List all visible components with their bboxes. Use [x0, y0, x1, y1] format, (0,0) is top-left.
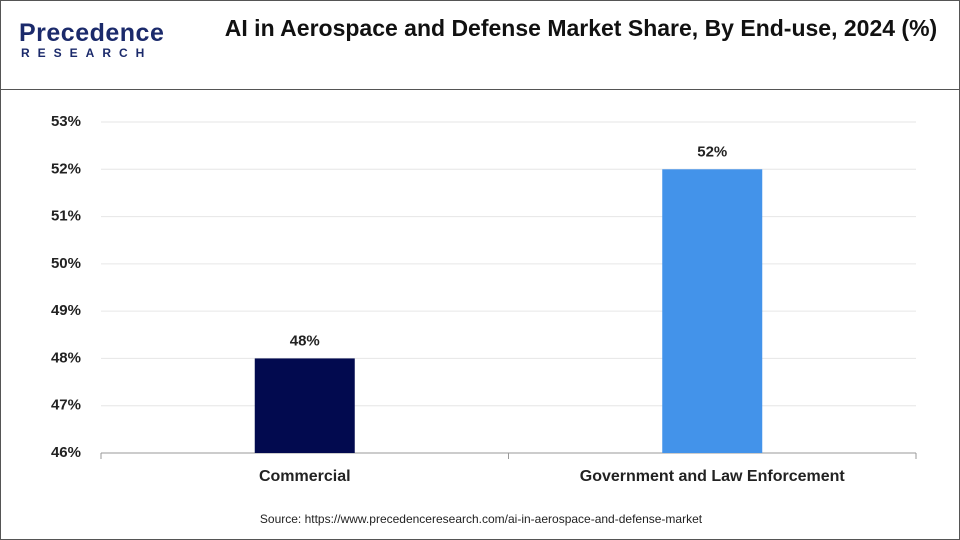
y-tick-label: 52% [51, 160, 81, 177]
y-tick-label: 53% [51, 113, 81, 130]
y-tick-label: 48% [51, 349, 81, 366]
x-tick-label: Government and Law Enforcement [580, 468, 846, 485]
header: Precedence RESEARCH AI in Aerospace and … [1, 1, 959, 90]
chart-title: AI in Aerospace and Defense Market Share… [224, 15, 938, 41]
source-note: Source: https://www.precedenceresearch.c… [260, 512, 703, 526]
logo-name: Precedence [19, 19, 165, 47]
y-tick-label: 46% [51, 444, 81, 461]
logo-tagline: RESEARCH [21, 46, 153, 60]
y-tick-label: 47% [51, 397, 81, 414]
y-tick-label: 49% [51, 302, 81, 319]
x-tick-label: Commercial [259, 468, 351, 485]
value-label: 48% [290, 332, 320, 349]
y-tick-label: 51% [51, 208, 81, 225]
bar [254, 358, 355, 453]
value-label: 52% [697, 143, 727, 160]
bar [662, 169, 763, 454]
y-tick-label: 50% [51, 255, 81, 272]
